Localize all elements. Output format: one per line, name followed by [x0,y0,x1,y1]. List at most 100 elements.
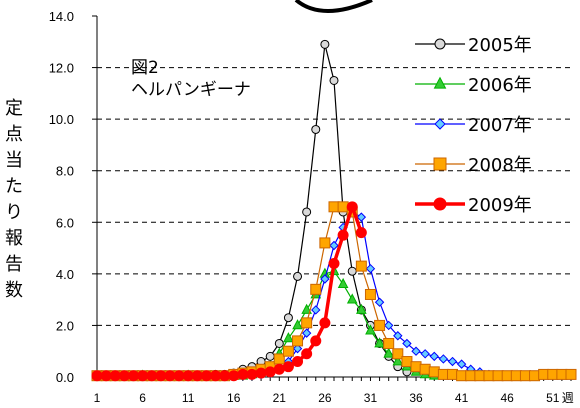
x-tick-label: 26 [318,391,332,405]
data-point [492,370,504,382]
data-point [310,283,322,295]
data-point [155,370,167,382]
y-tick-label: 14.0 [49,9,74,24]
data-point [374,319,386,331]
chart-title-line-1: 図2 [131,58,159,78]
data-point [292,356,304,368]
data-point [274,338,284,348]
data-point [265,351,275,361]
data-point [264,366,276,378]
data-point [109,370,121,382]
legend: 2005年 2006年 2007年 2008年 2009年 [415,35,532,216]
data-point [392,355,404,366]
legend-item: 2005年 [415,35,532,56]
data-point [301,328,312,338]
legend-marker [433,197,447,211]
data-point [319,317,331,329]
data-point [547,368,559,380]
y-axis-label: 定 点 当 た り 報 告 数 [2,96,26,304]
data-point [501,370,513,382]
data-point [282,345,294,357]
data-point [420,349,430,359]
x-tick-label: 41 [455,391,469,405]
data-point [301,303,312,314]
data-point [246,368,258,380]
data-point [355,227,367,239]
data-point [337,277,349,289]
data-point [510,370,522,382]
data-point [519,370,531,382]
data-point [456,359,467,369]
x-axis-unit-label: 週 [562,391,574,405]
data-point [283,313,293,323]
data-point [437,368,449,380]
data-point [474,370,486,382]
data-point [210,370,221,382]
data-point [383,320,394,331]
legend-item: 2009年 [415,195,532,216]
data-point [401,356,413,368]
data-point [365,324,376,335]
data-point [365,263,376,274]
x-tick-label: 46 [501,391,515,405]
data-point [219,370,231,382]
data-point [173,370,185,382]
data-point [483,370,495,382]
data-point [292,335,304,347]
data-point [255,367,267,379]
data-point [411,346,421,356]
data-point [228,370,240,382]
x-tick-label: 11 [182,391,195,405]
data-point [374,297,385,307]
data-point [374,337,385,348]
y-tick-label: 10.0 [49,112,74,127]
y-axis-label-char: 当 [5,150,23,171]
y-axis-label-char: 定 [5,98,23,119]
data-point [100,370,112,382]
data-point [292,343,303,354]
decorative-arc [294,0,373,13]
y-tick-label: 12.0 [49,61,74,76]
x-tick-label: 1 [94,391,101,405]
data-point [302,207,312,217]
y-axis-label-char: 告 [5,254,23,275]
chart-title-line-2: ヘルパンギーナ [131,80,251,100]
data-point [456,370,468,382]
series-2009年 [91,201,367,382]
series-line [97,206,571,377]
data-point [347,266,357,276]
y-axis-label-char: 数 [5,280,23,301]
data-point [320,39,330,49]
data-point [337,229,349,241]
data-point [329,75,339,85]
legend-item: 2008年 [415,155,532,176]
data-point [410,361,422,373]
data-point [447,368,458,380]
data-point [383,347,395,358]
data-point [282,361,294,373]
data-point [292,319,303,330]
y-tick-label: 6.0 [56,215,74,230]
data-point [383,337,395,349]
y-axis-label-char: 点 [5,124,23,145]
data-point [329,240,339,251]
data-point [328,258,340,270]
data-point [393,331,403,341]
data-point [319,237,331,249]
data-point [91,370,103,382]
x-tick-label: 6 [139,391,146,405]
data-point [146,370,158,382]
data-point [346,293,358,304]
chart-title: 図2 ヘルパンギーナ [131,57,251,101]
data-point [164,370,176,382]
data-point [337,201,349,213]
y-axis-label-char: た [5,176,23,197]
axes: 0.02.04.06.08.010.012.014.01 6 11 16 21 26 31 3… [49,9,574,405]
data-point [191,370,203,382]
data-point [127,370,139,382]
data-point [118,370,130,382]
x-tick-label: 21 [273,391,287,405]
y-axis-label-char: り [5,202,23,223]
data-point [438,354,449,364]
